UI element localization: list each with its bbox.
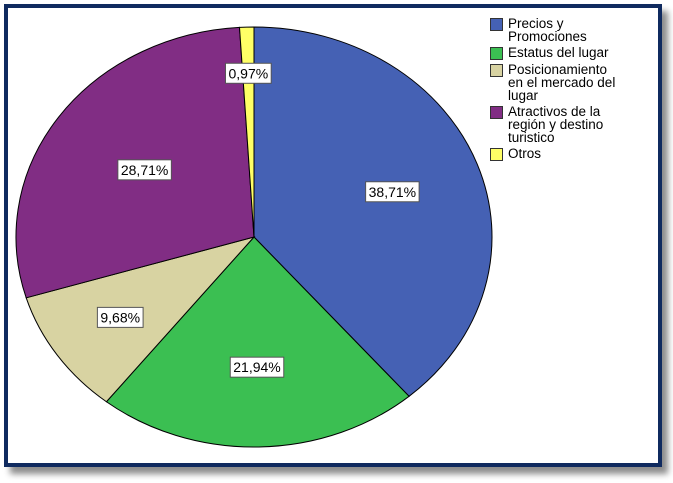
legend-swatch-otros — [490, 148, 503, 161]
data-label-box — [224, 62, 272, 84]
legend-item-precios: Precios y Promociones — [490, 17, 650, 43]
data-label-box — [96, 306, 144, 328]
data-label-text: 38,71% — [369, 184, 416, 200]
legend-item-atractivos: Atractivos de la región y destino turist… — [490, 105, 650, 144]
legend-label-line: lugar — [508, 88, 539, 103]
legend-label-line: en el mercado del — [508, 75, 616, 90]
data-label-text: 28,71% — [121, 162, 168, 178]
data-label-box — [117, 159, 172, 181]
legend-label-line: Otros — [508, 146, 542, 161]
pie-slice-estatus — [105, 236, 410, 448]
data-label-precios: 38,71% — [365, 181, 420, 203]
data-label-text: 9,68% — [100, 309, 140, 325]
legend-swatch-precios — [490, 18, 503, 31]
data-label-text: 0,97% — [228, 65, 268, 81]
data-label-box — [365, 181, 420, 203]
legend-swatch-atractivos — [490, 106, 503, 119]
pie-slice-precios — [253, 26, 493, 397]
legend-label-line: turistico — [508, 130, 555, 145]
legend-label-line: Estatus del lugar — [508, 45, 609, 60]
legend-swatch-posicionamiento — [490, 64, 503, 77]
legend-label-line: Precios y — [508, 16, 564, 31]
legend-item-estatus: Estatus del lugar — [490, 46, 650, 60]
data-label-estatus: 21,94% — [229, 356, 285, 378]
data-label-atractivos: 28,71% — [117, 159, 172, 181]
data-label-posicionamiento: 9,68% — [96, 306, 144, 328]
legend-label-line: Promociones — [508, 29, 587, 44]
legend-label-line: Atractivos de la — [508, 104, 601, 119]
legend-label-line: región y destino — [508, 117, 604, 132]
data-label-box — [229, 356, 285, 378]
chart-legend: Precios y Promociones Estatus del lugar … — [490, 17, 650, 164]
legend-item-otros: Otros — [490, 147, 650, 161]
legend-item-posicionamiento: Posicionamiento en el mercado del lugar — [490, 63, 650, 102]
data-label-text: 21,94% — [233, 359, 280, 375]
legend-label-line: Posicionamiento — [508, 62, 608, 77]
legend-swatch-estatus — [490, 47, 503, 60]
data-label-otros: 0,97% — [224, 62, 272, 84]
